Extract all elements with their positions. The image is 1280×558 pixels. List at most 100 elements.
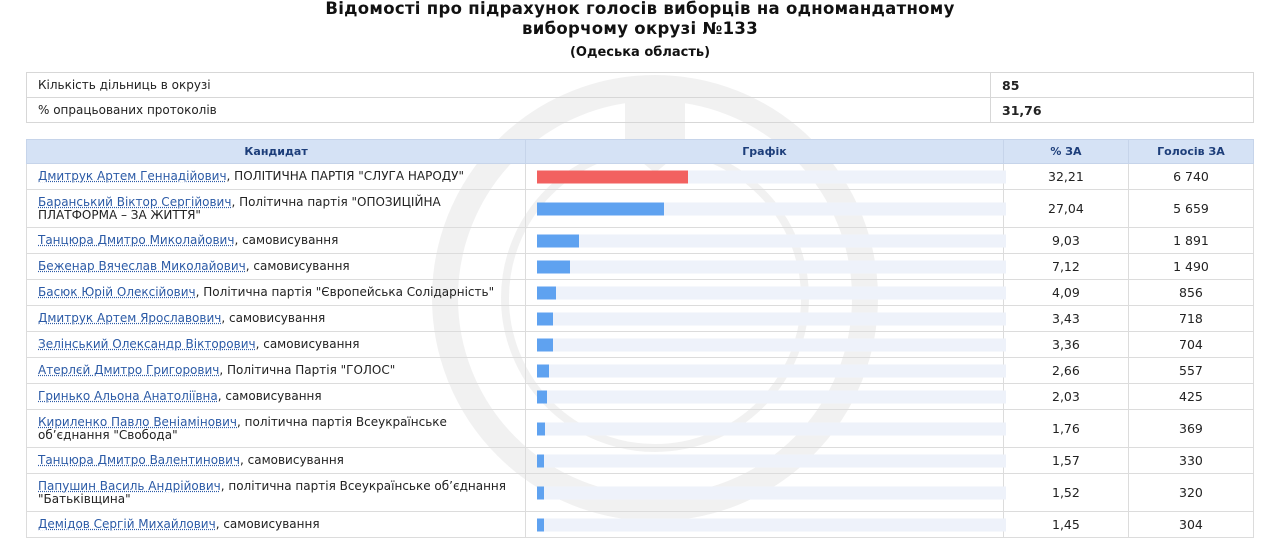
graph-cell bbox=[525, 511, 1007, 538]
title-line-2: виборчому окрузі №133 bbox=[521, 19, 758, 38]
candidate-row: Демідов Сергій Михайлович, самовисування… bbox=[25, 511, 1255, 538]
votes-cell: 704 bbox=[1127, 331, 1255, 358]
vote-bar bbox=[537, 170, 689, 183]
candidate-text: Басюк Юрій Олексійович, Політична партія… bbox=[38, 286, 514, 299]
candidate-name-link[interactable]: Баранський Віктор Сергійович bbox=[38, 194, 232, 209]
candidate-party: , самовисування bbox=[255, 337, 360, 351]
candidate-row: Танцюра Дмитро Миколайович, самовисуванн… bbox=[25, 227, 1255, 254]
column-header-candidate: Кандидат bbox=[25, 139, 527, 164]
percent-cell: 1,45 bbox=[1002, 511, 1129, 538]
votes-cell: 330 bbox=[1127, 447, 1255, 474]
candidate-row: Басюк Юрій Олексійович, Політична партія… bbox=[25, 279, 1255, 306]
candidate-text: Дмитрук Артем Ярославович, самовисування bbox=[38, 312, 514, 325]
column-header-percent: % ЗА bbox=[1002, 139, 1129, 164]
vote-bar bbox=[537, 364, 550, 377]
graph-cell bbox=[525, 409, 1007, 448]
candidate-row: Кириленко Павло Веніамінович, політична … bbox=[25, 409, 1255, 448]
candidate-text: Танцюра Дмитро Миколайович, самовисуванн… bbox=[38, 234, 514, 247]
candidate-name-link[interactable]: Дмитрук Артем Геннадійович bbox=[38, 169, 227, 183]
vote-bar bbox=[537, 202, 665, 215]
votes-cell: 320 bbox=[1127, 473, 1255, 512]
vote-bar-track bbox=[537, 260, 1007, 273]
candidate-name-link[interactable]: Зелінський Олександр Вікторович bbox=[38, 337, 256, 351]
votes-cell: 1 891 bbox=[1127, 227, 1255, 254]
candidate-name-link[interactable]: Танцюра Дмитро Валентинович bbox=[38, 453, 240, 467]
percent-cell: 1,57 bbox=[1002, 447, 1129, 474]
vote-bar-track bbox=[537, 486, 1007, 499]
vote-bar-track bbox=[537, 286, 1007, 299]
page-header: Відомості про підрахунок голосів виборці… bbox=[0, 0, 1280, 60]
votes-cell: 718 bbox=[1127, 305, 1255, 332]
graph-cell bbox=[525, 227, 1007, 254]
candidate-text: Беженар Вячеслав Миколайович, самовисува… bbox=[38, 260, 514, 273]
candidate-text: Гринько Альона Анатоліївна, самовисуванн… bbox=[38, 390, 514, 403]
candidate-name-link[interactable]: Танцюра Дмитро Миколайович bbox=[38, 233, 235, 247]
percent-cell: 1,76 bbox=[1002, 409, 1129, 448]
percent-cell: 2,66 bbox=[1002, 357, 1129, 384]
candidate-party: , самовисування bbox=[245, 259, 350, 273]
candidate-party: , самовисування bbox=[221, 311, 326, 325]
region-label: (Одеська область) bbox=[569, 45, 711, 60]
vote-bar-track bbox=[537, 312, 1007, 325]
candidate-cell: Зелінський Олександр Вікторович, самовис… bbox=[25, 331, 527, 358]
percent-cell: 7,12 bbox=[1002, 253, 1129, 280]
candidate-cell: Демідов Сергій Михайлович, самовисування bbox=[25, 511, 527, 538]
vote-bar-track bbox=[537, 422, 1007, 435]
graph-cell bbox=[525, 279, 1007, 306]
vote-bar bbox=[537, 338, 554, 351]
vote-bar-track bbox=[537, 390, 1007, 403]
graph-cell bbox=[525, 305, 1007, 332]
candidate-name-link[interactable]: Демідов Сергій Михайлович bbox=[38, 517, 216, 531]
vote-bar-track bbox=[537, 202, 1007, 215]
candidate-text: Демідов Сергій Михайлович, самовисування bbox=[38, 518, 514, 531]
votes-cell: 856 bbox=[1127, 279, 1255, 306]
summary-value: 31,76 bbox=[990, 97, 1254, 123]
candidate-party: , самовисування bbox=[217, 389, 322, 403]
candidate-party: , політична партія Всеукраїнське об’єдна… bbox=[38, 414, 447, 442]
vote-bar bbox=[537, 312, 554, 325]
column-header-votes: Голосів ЗА bbox=[1127, 139, 1255, 164]
candidate-party: , самовисування bbox=[240, 453, 344, 467]
results-table: Кандидат Графік % ЗА Голосів ЗА Дмитрук … bbox=[25, 139, 1255, 538]
candidate-row: Танцюра Дмитро Валентинович, самовисуван… bbox=[25, 447, 1255, 474]
vote-bar bbox=[537, 286, 557, 299]
candidate-name-link[interactable]: Беженар Вячеслав Миколайович bbox=[38, 259, 246, 273]
percent-cell: 32,21 bbox=[1002, 163, 1129, 190]
results-header-row: Кандидат Графік % ЗА Голосів ЗА bbox=[25, 139, 1255, 164]
candidate-row: Дмитрук Артем Геннадійович, ПОЛІТИЧНА ПА… bbox=[25, 163, 1255, 190]
votes-cell: 304 bbox=[1127, 511, 1255, 538]
candidate-cell: Беженар Вячеслав Миколайович, самовисува… bbox=[25, 253, 527, 280]
candidate-name-link[interactable]: Кириленко Павло Веніамінович bbox=[38, 414, 237, 429]
graph-cell bbox=[525, 331, 1007, 358]
summary-row: % опрацьованих протоколів 31,76 bbox=[26, 97, 1254, 123]
candidate-cell: Гринько Альона Анатоліївна, самовисуванн… bbox=[25, 383, 527, 410]
candidate-name-link[interactable]: Папушин Василь Андрійович bbox=[38, 478, 221, 493]
candidate-name-link[interactable]: Дмитрук Артем Ярославович bbox=[38, 311, 222, 325]
candidate-text: Папушин Василь Андрійович, політична пар… bbox=[38, 478, 514, 506]
votes-cell: 425 bbox=[1127, 383, 1255, 410]
summary-row: Кількість дільниць в окрузі 85 bbox=[26, 72, 1254, 98]
district-summary-table: Кількість дільниць в окрузі 85 % опрацьо… bbox=[26, 72, 1254, 123]
graph-cell bbox=[525, 473, 1007, 512]
vote-bar-track bbox=[537, 454, 1007, 467]
vote-bar bbox=[537, 234, 580, 247]
votes-cell: 5 659 bbox=[1127, 189, 1255, 228]
candidate-name-link[interactable]: Гринько Альона Анатоліївна bbox=[38, 389, 218, 403]
percent-cell: 9,03 bbox=[1002, 227, 1129, 254]
percent-cell: 2,03 bbox=[1002, 383, 1129, 410]
graph-cell bbox=[525, 357, 1007, 384]
percent-cell: 3,36 bbox=[1002, 331, 1129, 358]
candidate-name-link[interactable]: Атерлєй Дмитро Григорович bbox=[38, 363, 220, 377]
percent-cell: 3,43 bbox=[1002, 305, 1129, 332]
votes-cell: 6 740 bbox=[1127, 163, 1255, 190]
candidate-text: Дмитрук Артем Геннадійович, ПОЛІТИЧНА ПА… bbox=[38, 170, 514, 183]
summary-value: 85 bbox=[990, 72, 1254, 98]
candidate-cell: Танцюра Дмитро Валентинович, самовисуван… bbox=[25, 447, 527, 474]
candidate-cell: Дмитрук Артем Ярославович, самовисування bbox=[25, 305, 527, 332]
vote-bar bbox=[537, 486, 545, 499]
vote-bar-track bbox=[537, 234, 1007, 247]
candidate-name-link[interactable]: Басюк Юрій Олексійович bbox=[38, 285, 196, 299]
vote-bar bbox=[537, 454, 545, 467]
vote-bar-track bbox=[537, 364, 1007, 377]
candidate-row: Атерлєй Дмитро Григорович, Політична Пар… bbox=[25, 357, 1255, 384]
